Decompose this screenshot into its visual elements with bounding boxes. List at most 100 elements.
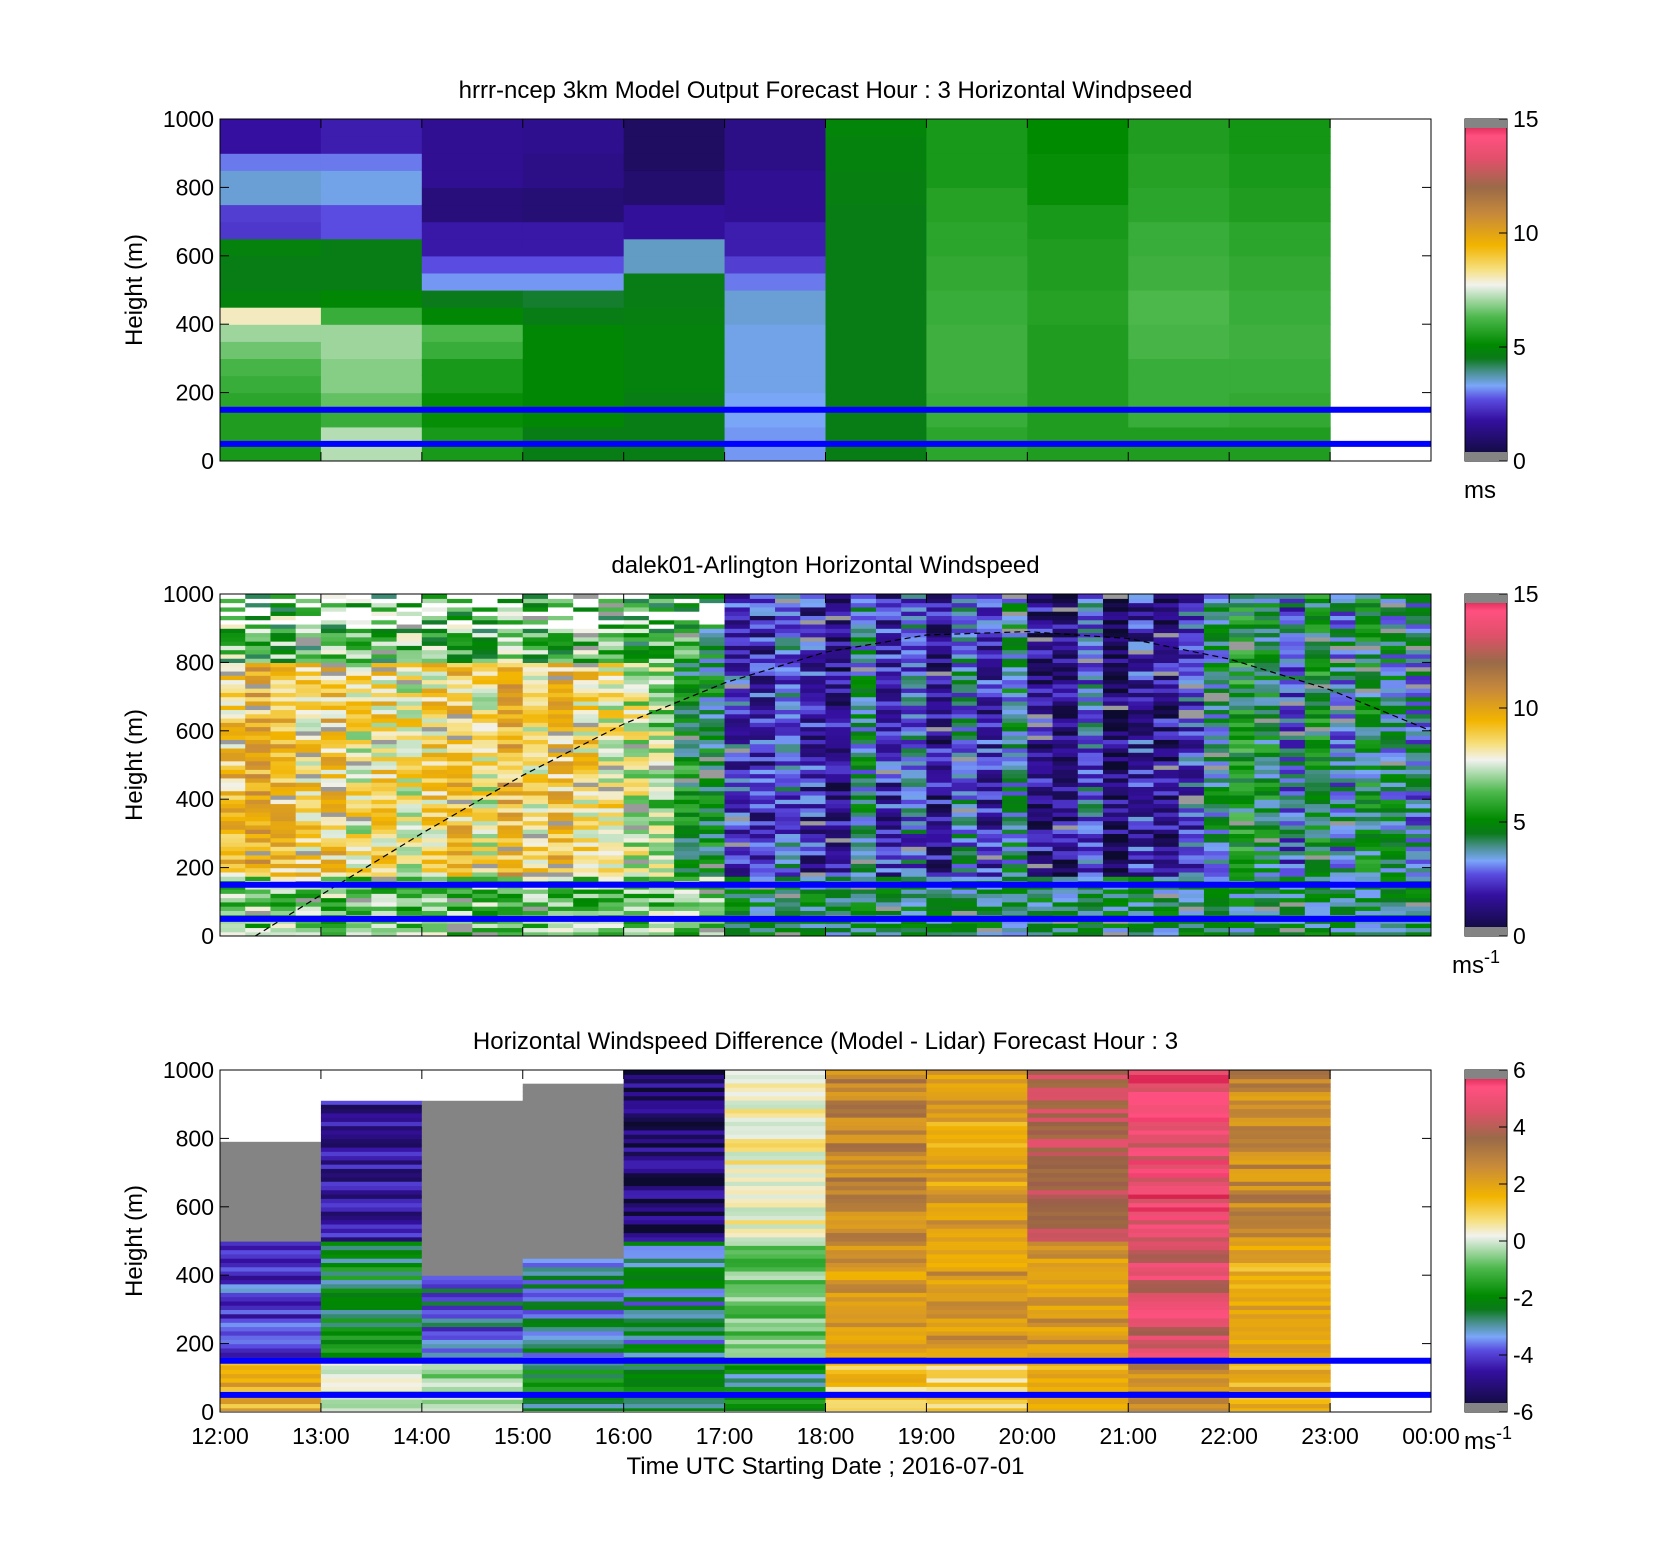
heatmap-cell — [724, 1253, 827, 1259]
heatmap-cell — [1077, 927, 1104, 933]
heatmap-cell — [245, 713, 272, 719]
heatmap-cell — [775, 606, 801, 612]
heatmap-cell — [421, 786, 448, 792]
heatmap-cell — [245, 816, 272, 822]
heatmap-cell — [220, 1399, 322, 1405]
heatmap-cell — [1178, 756, 1205, 762]
heatmap-cell — [320, 1352, 423, 1358]
heatmap-cell — [749, 803, 776, 809]
heatmap-cell — [724, 1241, 827, 1246]
heatmap-cell — [724, 238, 827, 257]
heatmap-cell — [926, 807, 953, 813]
heatmap-cell — [320, 1125, 423, 1131]
heatmap-cell — [472, 747, 499, 753]
heatmap-cell — [724, 641, 751, 646]
heatmap-cell — [1279, 867, 1306, 873]
heatmap-cell — [1077, 816, 1104, 822]
heatmap-cell — [850, 679, 877, 685]
heatmap-cell — [421, 713, 448, 719]
heatmap-cell — [472, 726, 499, 732]
heatmap-cell — [875, 717, 902, 723]
heatmap-cell — [926, 863, 953, 869]
heatmap-cell — [648, 841, 675, 847]
heatmap-cell — [623, 700, 650, 706]
heatmap-cell — [1254, 927, 1281, 933]
heatmap-cell — [220, 1300, 322, 1306]
heatmap-cell — [648, 717, 675, 723]
heatmap-cell — [775, 713, 801, 719]
heatmap-cell — [421, 675, 448, 681]
heatmap-cell — [1153, 688, 1180, 693]
heatmap-cell — [1153, 692, 1180, 698]
heatmap-cell — [1103, 807, 1129, 813]
heatmap-cell — [1229, 824, 1255, 830]
heatmap-cell — [623, 1275, 726, 1281]
heatmap-cell — [346, 863, 372, 869]
heatmap-cell — [220, 606, 246, 612]
heatmap-cell — [1027, 1223, 1129, 1229]
heatmap-cell — [749, 854, 776, 860]
heatmap-cell — [295, 816, 322, 822]
heatmap-cell — [850, 747, 877, 753]
heatmap-cell — [724, 615, 751, 621]
heatmap-cell — [1128, 204, 1230, 223]
heatmap-cell — [1229, 713, 1255, 719]
heatmap-cell — [901, 906, 928, 911]
heatmap-cell — [1103, 739, 1129, 745]
heatmap-cell — [522, 645, 549, 651]
heatmap-cell — [825, 1288, 928, 1293]
heatmap-cell — [447, 696, 473, 702]
heatmap-cell — [421, 119, 524, 137]
heatmap-cell — [926, 726, 953, 732]
heatmap-cell — [1355, 888, 1382, 894]
heatmap-cell — [421, 1138, 524, 1144]
heatmap-cell — [699, 859, 726, 864]
heatmap-cell — [320, 662, 347, 668]
heatmap-cell — [1304, 606, 1331, 612]
heatmap-cell — [825, 1189, 928, 1195]
colorbar-tick-label: 5 — [1513, 334, 1526, 360]
heatmap-cell — [1052, 906, 1079, 911]
heatmap-cell — [1405, 598, 1431, 604]
heatmap-cell — [598, 679, 625, 685]
heatmap-cell — [699, 906, 726, 911]
heatmap-cell — [270, 871, 297, 877]
heatmap-cell — [749, 820, 776, 826]
heatmap-cell — [1203, 658, 1230, 664]
heatmap-cell — [1380, 700, 1407, 706]
heatmap-cell — [724, 859, 751, 864]
heatmap-cell — [1203, 735, 1230, 740]
heatmap-cell — [775, 923, 801, 929]
heatmap-cell — [1027, 1377, 1129, 1383]
heatmap-cell — [951, 641, 978, 646]
heatmap-cell — [396, 598, 423, 604]
heatmap-cell — [1203, 812, 1230, 817]
heatmap-cell — [1153, 717, 1180, 723]
heatmap-cell — [295, 675, 322, 681]
heatmap-cell — [371, 777, 398, 783]
heatmap-cell — [497, 649, 524, 655]
heatmap-cell — [976, 901, 1003, 907]
heatmap-cell — [220, 730, 246, 736]
heatmap-cell — [220, 1236, 322, 1242]
heatmap-cell — [320, 1104, 423, 1110]
heatmap-cell — [623, 837, 650, 843]
heatmap-cell — [724, 688, 751, 693]
heatmap-cell — [598, 670, 625, 676]
heatmap-cell — [522, 221, 625, 240]
heatmap-cell — [421, 1202, 524, 1208]
heatmap-cell — [421, 752, 448, 758]
heatmap-cell — [1153, 782, 1180, 787]
heatmap-cell — [800, 752, 827, 758]
y-tick-label: 800 — [176, 174, 214, 200]
heatmap-cell — [472, 867, 499, 873]
heatmap-cell — [1380, 846, 1407, 852]
heatmap-cell — [1304, 653, 1331, 659]
heatmap-cell — [421, 153, 524, 171]
heatmap-cell — [1229, 1074, 1331, 1080]
heatmap-cell — [1330, 662, 1356, 668]
heatmap-cell — [346, 717, 372, 723]
heatmap-cell — [926, 136, 1028, 154]
heatmap-cell — [850, 782, 877, 787]
heatmap-cell — [1380, 739, 1407, 745]
